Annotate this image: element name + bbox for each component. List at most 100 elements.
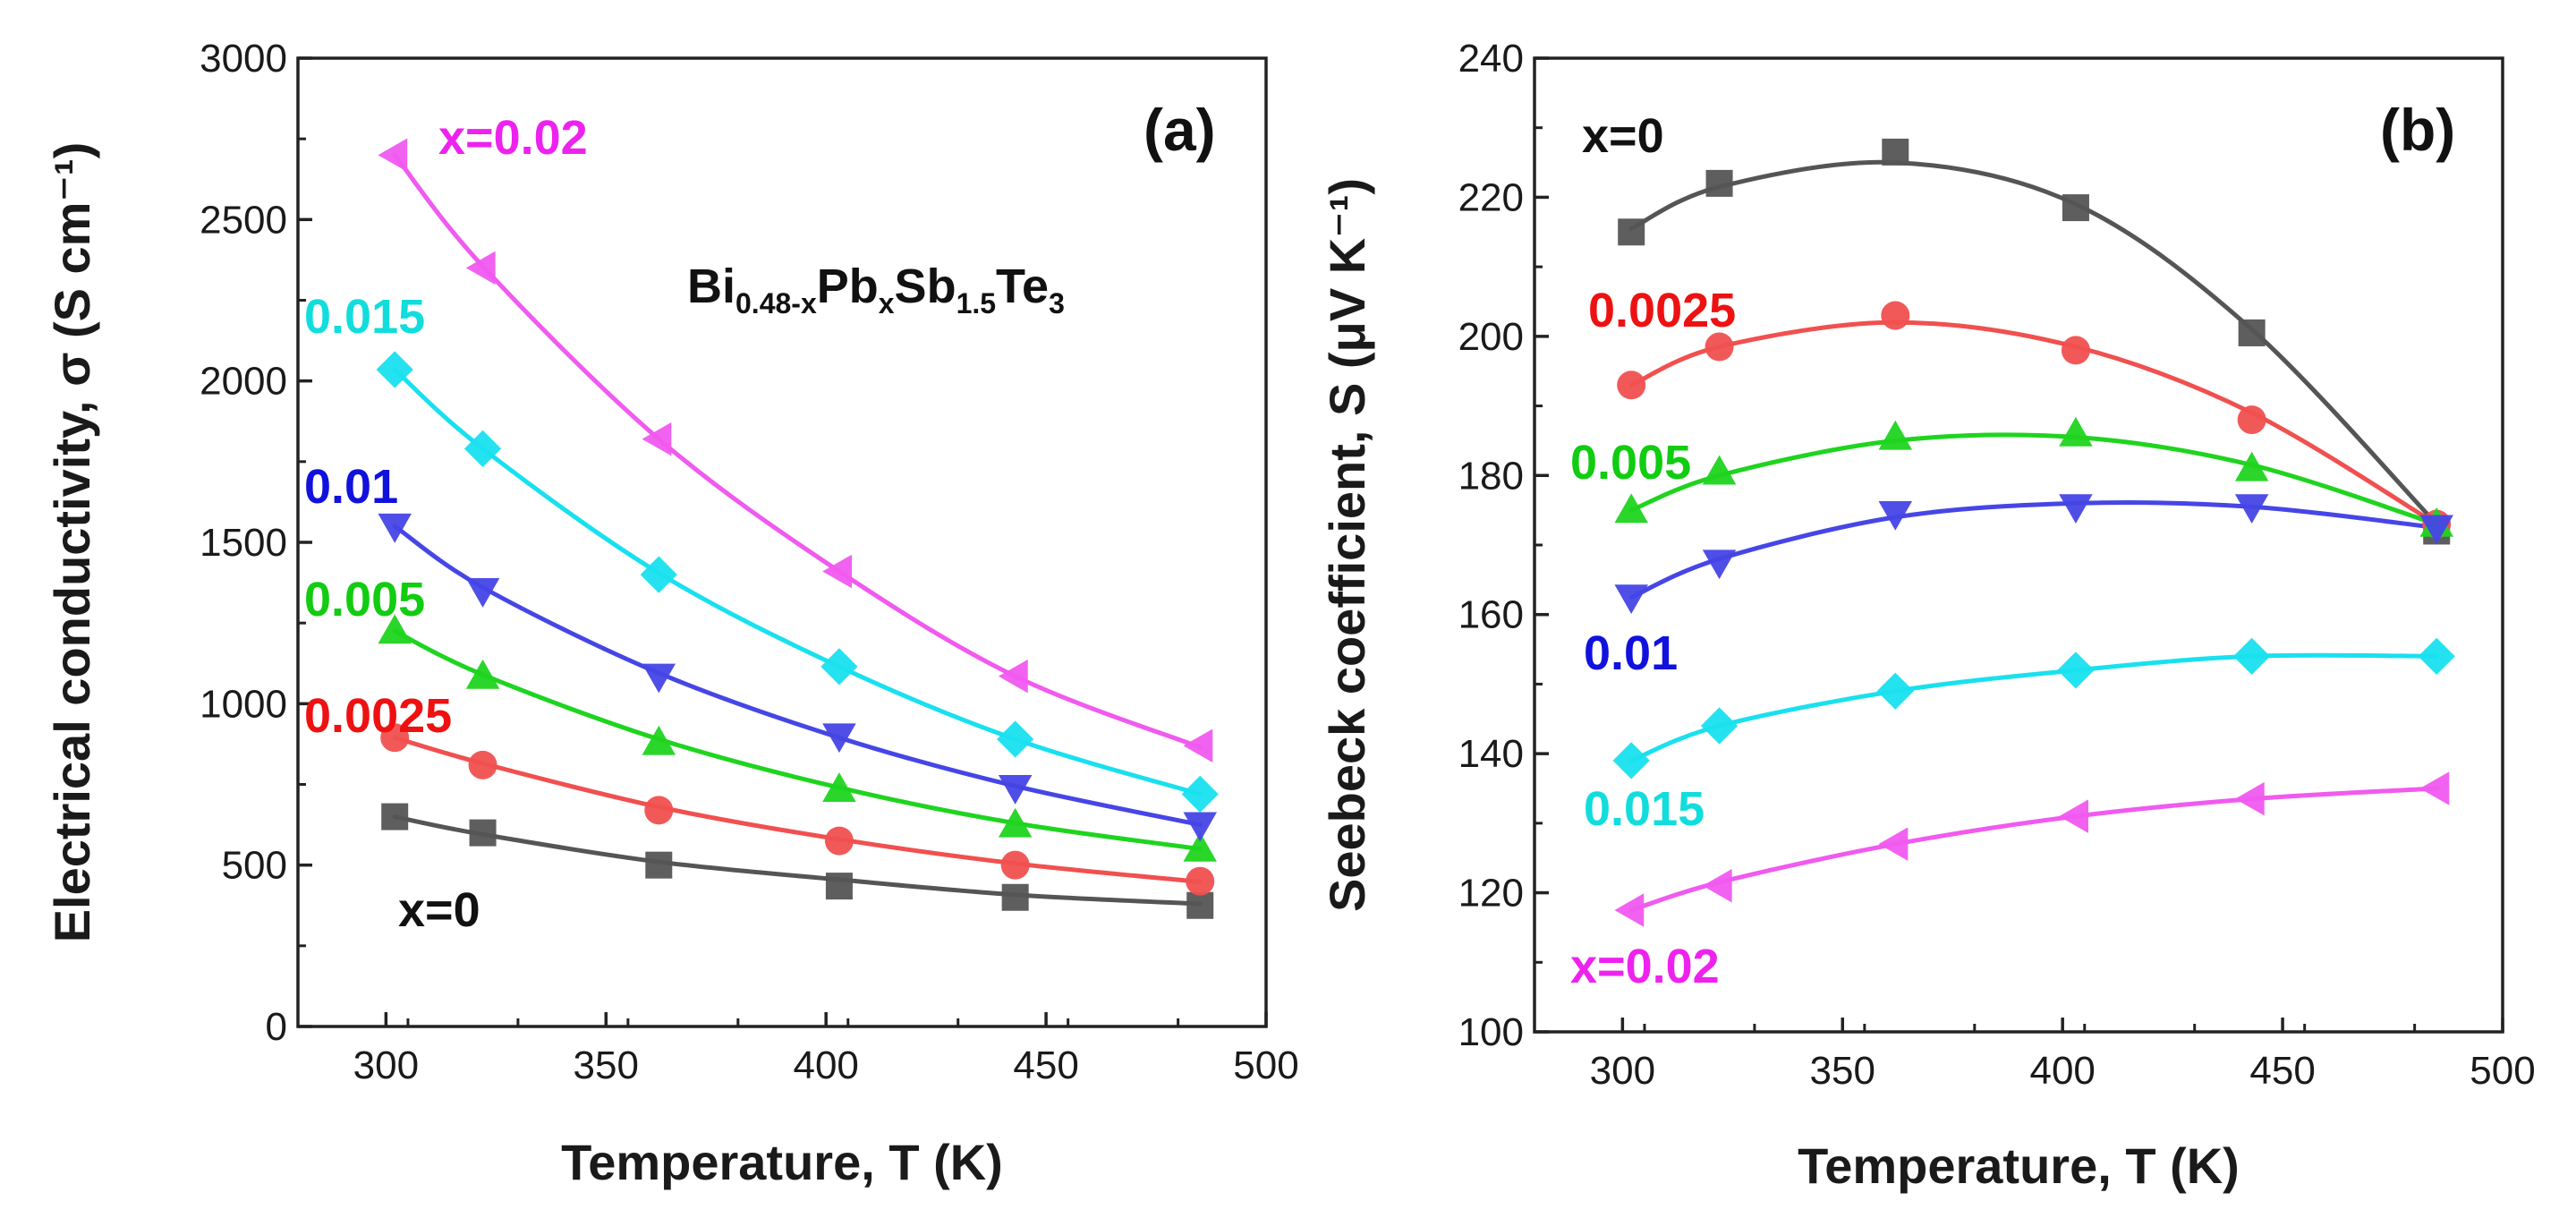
panel-a-fit-curve-x005	[392, 628, 1203, 852]
panel-a-marker-x01	[1183, 812, 1217, 842]
panel-b-y-axis-label: Seebeck coefficient, S (μV K⁻¹)	[1319, 178, 1375, 912]
panel-b-marker-x0	[1618, 218, 1645, 246]
panel-b-x-tick-label: 350	[1810, 1049, 1875, 1093]
panel-a-y-tick-label: 1000	[200, 682, 287, 726]
panel-b-marker-x02	[2234, 781, 2265, 816]
panel-a-x-tick-label: 350	[574, 1043, 639, 1087]
panel-a-marker-x01	[822, 723, 856, 754]
panel-b-fit-curve-x02	[1628, 786, 2439, 913]
panel-b-label: (b)	[2380, 97, 2455, 163]
panel-a-marker-x005	[378, 614, 412, 644]
panel-b-seebeck-coefficient: 300 350 400 450 500100120140160180200220240 …	[1319, 37, 2536, 1194]
panel-a-marker-x02	[822, 554, 852, 589]
panel-a-marker-x0025	[1000, 850, 1030, 880]
panel-b-series-label-x015: 0.015	[1584, 782, 1705, 836]
panel-b-y-tick-label: 240	[1458, 37, 1524, 81]
panel-a-marker-x005	[642, 725, 676, 755]
panel-a-data-markers	[376, 138, 1219, 919]
panel-b-ticks: 300 350 400 450 500 100 120 140 160 180 200 220 240	[1458, 37, 2536, 1093]
panel-a-x-tick-label: 400	[793, 1043, 858, 1087]
panel-a-y-tick-label: 3000	[200, 37, 287, 81]
panel-b-y-tick-label: 180	[1458, 454, 1524, 498]
panel-b-marker-x0025	[2061, 336, 2090, 365]
panel-a-marker-x0025	[1186, 866, 1215, 896]
panel-b-marker-x01	[1614, 584, 1648, 615]
panel-b-x-tick-label: 400	[2029, 1049, 2095, 1093]
panel-b-y-tick-label: 100	[1458, 1010, 1524, 1054]
panel-a-electrical-conductivity: 300 350 400 450 500050010001500200025003000 …	[44, 37, 1299, 1190]
panel-a-x-tick-label: 450	[1013, 1043, 1078, 1087]
panel-b-fit-curve-x0025	[1628, 319, 2439, 527]
panel-b-x-axis-label: Temperature, T (K)	[1798, 1137, 2240, 1194]
panel-b-y-tick-label: 160	[1458, 593, 1524, 637]
panel-b-marker-x015	[2233, 637, 2271, 675]
panel-b-marker-x01	[1878, 500, 1913, 531]
panel-a-marker-x01	[378, 513, 412, 543]
panel-a-series-label-x0: x=0	[398, 883, 480, 937]
panel-b-series-label-x0025: 0.0025	[1588, 284, 1736, 337]
panel-b-marker-x0025	[1705, 332, 1734, 362]
panel-b-marker-x0	[2238, 319, 2266, 346]
panel-b-marker-x0	[2062, 194, 2089, 222]
panel-a-marker-x02	[465, 251, 496, 285]
panel-a-marker-x015	[463, 430, 502, 468]
panel-a-y-tick-label: 2500	[200, 198, 287, 242]
panel-b-fit-curve-x0	[1628, 159, 2439, 527]
panel-a-marker-x015	[376, 351, 413, 388]
panel-a-fit-curve-x01	[392, 524, 1203, 828]
panel-a-marker-x01	[465, 578, 500, 608]
panel-b-marker-x0025	[2237, 405, 2266, 435]
panel-a-series-label-x015: 0.015	[304, 290, 425, 344]
panel-a-fit-curve-x015	[392, 367, 1203, 796]
panel-b-series-label-x005: 0.005	[1570, 436, 1691, 490]
panel-a-axes-frame	[296, 56, 1268, 1028]
panel-a-series-label-x01: 0.01	[304, 460, 398, 514]
panel-a-y-tick-label: 1500	[200, 521, 287, 565]
panel-b-series-label-x02: x=0.02	[1570, 940, 1720, 993]
panel-b-x-tick-label: 500	[2470, 1049, 2535, 1093]
panel-a-marker-x015	[640, 556, 677, 593]
panel-a-marker-x01	[998, 775, 1033, 805]
panel-a-series-label-x02: x=0.02	[438, 111, 588, 165]
panel-b-marker-x02	[1702, 869, 1732, 903]
panel-b-marker-x02	[1614, 893, 1645, 927]
panel-a-x-axis-label: Temperature, T (K)	[561, 1134, 1003, 1190]
panel-b-marker-x005	[1614, 493, 1648, 524]
panel-b-marker-x02	[1878, 827, 1909, 861]
panel-b-marker-x0025	[1881, 301, 1910, 330]
panel-b-marker-x0	[1705, 169, 1733, 197]
panel-a-fit-curves	[392, 152, 1203, 907]
panel-b-y-tick-label: 200	[1458, 315, 1524, 359]
panel-b-marker-x01	[2234, 494, 2269, 524]
panel-b-data-markers	[1612, 138, 2455, 927]
panel-b-marker-x005	[2059, 416, 2093, 447]
panel-b-marker-x015	[1876, 672, 1914, 710]
panel-b-marker-x01	[2059, 494, 2093, 524]
panel-a-marker-x02	[642, 422, 672, 456]
panel-a-marker-x01	[642, 663, 676, 694]
panel-b-y-tick-label: 220	[1458, 175, 1524, 219]
panel-a-marker-x005	[1183, 831, 1217, 862]
panel-b-x-tick-label: 300	[1590, 1049, 1655, 1093]
panel-a-label: (a)	[1143, 97, 1216, 163]
panel-a-y-tick-label: 500	[222, 844, 287, 888]
panel-b-marker-x0	[1882, 138, 1909, 166]
panel-a-marker-x0	[825, 873, 853, 900]
panel-b-marker-x01	[2419, 515, 2453, 545]
panel-b-fit-curve-x01	[1628, 500, 2439, 600]
panel-b-marker-x015	[1700, 707, 1739, 745]
panel-b-marker-x02	[2419, 771, 2450, 805]
panel-a-marker-x0	[1186, 891, 1214, 919]
panel-a-marker-x0	[1001, 883, 1029, 911]
panel-a-marker-x0025	[644, 796, 674, 825]
panel-b-marker-x01	[1702, 549, 1737, 580]
panel-a-ticks: 300 350 400 450 500 0 500 1000 1500 2000 2500 3000	[200, 37, 1299, 1087]
panel-b-marker-x02	[2059, 799, 2088, 833]
panel-a-marker-x02	[998, 659, 1028, 694]
panel-a-marker-x0	[381, 803, 409, 830]
panel-a-x-tick-label: 300	[353, 1043, 419, 1087]
panel-a-marker-x005	[998, 807, 1033, 838]
panel-a-marker-x015	[820, 648, 858, 686]
panel-b-x-tick-label: 450	[2249, 1049, 2315, 1093]
panel-a-marker-x005	[465, 659, 500, 689]
